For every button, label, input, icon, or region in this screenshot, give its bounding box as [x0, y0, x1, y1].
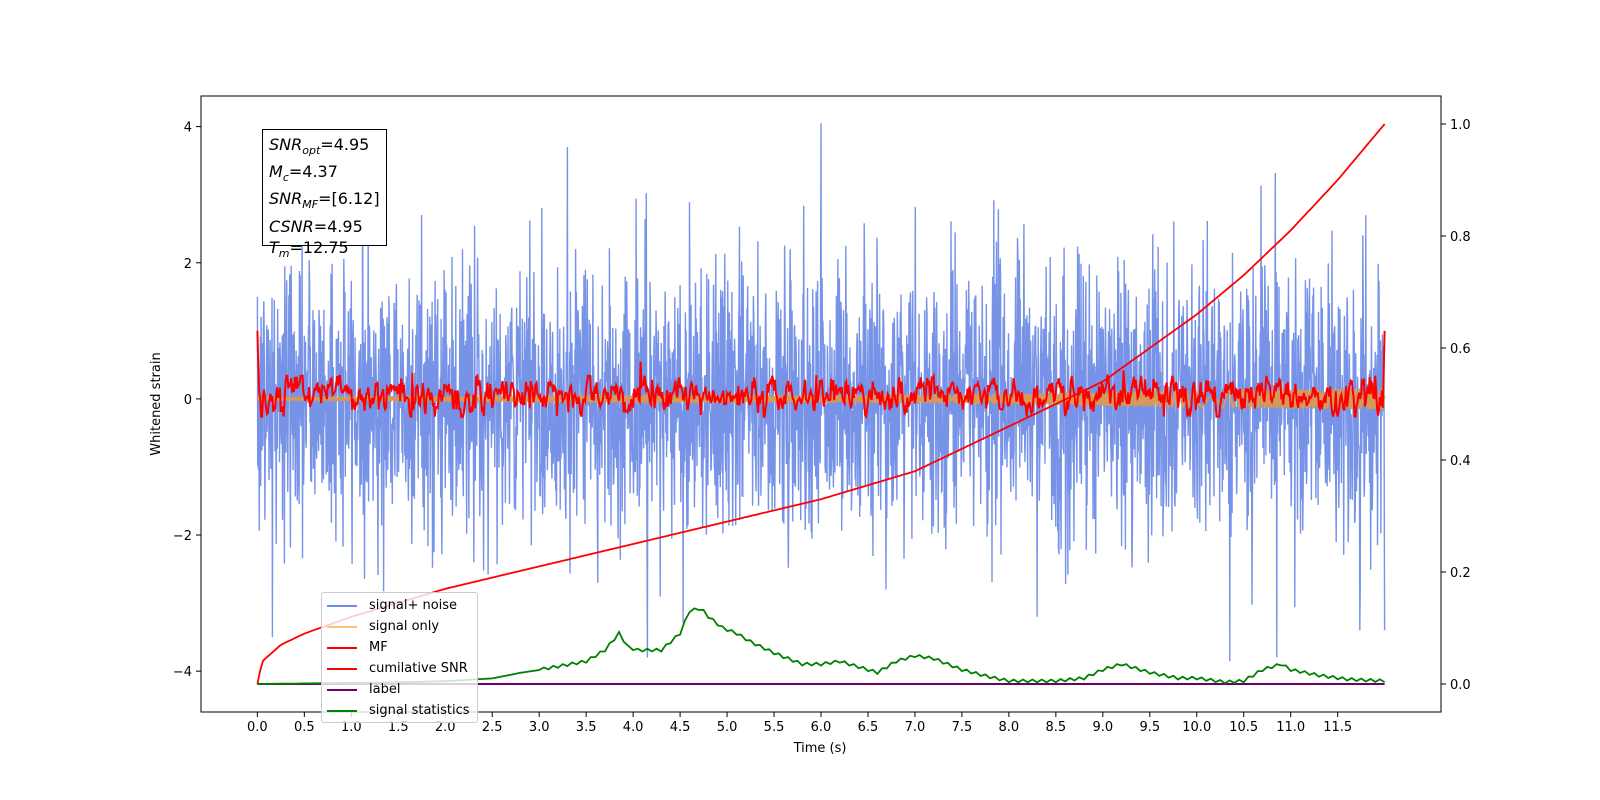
x-tick-label: 9.5	[1139, 720, 1160, 735]
legend-label: signal only	[369, 619, 440, 634]
y-right-tick-label: 0.8	[1450, 230, 1471, 245]
y-right-tick-label: 0.0	[1450, 678, 1471, 693]
x-tick-label: 7.0	[905, 720, 926, 735]
x-tick-label: 3.5	[576, 720, 597, 735]
legend-item: signal+ noise	[327, 595, 477, 616]
x-tick-label: 8.5	[1046, 720, 1067, 735]
x-tick-label: 9.0	[1092, 720, 1113, 735]
series-cumulative-snr	[256, 123, 1386, 685]
y-right-tick-label: 0.2	[1450, 566, 1471, 581]
legend: signal+ noise signal only MF cumilative …	[321, 592, 478, 723]
x-axis-label: Time (s)	[793, 741, 847, 756]
x-tick-label: 2.5	[482, 720, 503, 735]
y-axis-left: 4 2 0 −2 −4	[173, 121, 201, 680]
legend-swatch-mf	[327, 646, 357, 649]
x-tick-label: 4.5	[670, 720, 691, 735]
y-axis-label: Whitened strain	[149, 352, 164, 455]
x-tick-label: 10.0	[1182, 720, 1211, 735]
legend-item: MF	[327, 637, 477, 658]
x-axis: 0.0 0.5 1.0 1.5 2.0 2.5 3.0 3.5 4.0 4.5 5.0 5.5 6.0 6…	[247, 712, 1352, 735]
y-axis-right: 1.0 0.8 0.6 0.4 0.2 0.0	[1441, 118, 1471, 693]
annotation-box: SNRopt=4.95 Mc=4.37 SNRMF=[6.12] CSNR=4.…	[262, 129, 387, 260]
legend-swatch-label	[327, 688, 357, 691]
series-layer	[256, 123, 1386, 685]
legend-label: signal+ noise	[369, 598, 458, 613]
legend-swatch-signal-only	[327, 625, 357, 628]
annotation-line-mc: Mc=4.37	[269, 162, 338, 185]
x-tick-label: 11.5	[1323, 720, 1352, 735]
x-tick-label: 5.5	[764, 720, 785, 735]
y-left-tick-label: 2	[184, 257, 192, 272]
legend-item: label	[327, 679, 477, 700]
legend-label: label	[369, 682, 401, 697]
legend-label: cumilative SNR	[369, 661, 468, 676]
legend-swatch-signal-statistics	[327, 709, 357, 712]
y-right-tick-label: 0.6	[1450, 342, 1471, 357]
legend-item: signal statistics	[327, 700, 477, 721]
series-signal-noise	[256, 123, 1386, 662]
x-tick-label: 5.0	[717, 720, 738, 735]
y-left-tick-label: −2	[173, 529, 192, 544]
annotation-line-csnr: CSNR=4.95	[269, 216, 363, 236]
x-tick-label: 1.0	[341, 720, 362, 735]
x-tick-label: 11.0	[1276, 720, 1305, 735]
x-tick-label: 0.5	[294, 720, 315, 735]
legend-swatch-cumulative-snr	[327, 667, 357, 670]
y-left-tick-label: 0	[184, 393, 192, 408]
x-tick-label: 6.5	[858, 720, 879, 735]
y-left-tick-label: −4	[173, 665, 192, 680]
annotation-line-tm: Tm=12.75	[269, 237, 349, 260]
legend-item: signal only	[327, 616, 477, 637]
y-left-tick-label: 4	[184, 121, 192, 136]
x-tick-label: 6.0	[811, 720, 832, 735]
annotation-line-snr-opt: SNRopt=4.95	[269, 135, 370, 158]
x-tick-label: 10.5	[1229, 720, 1258, 735]
y-right-tick-label: 1.0	[1450, 118, 1471, 133]
x-tick-label: 0.0	[247, 720, 268, 735]
x-tick-label: 7.5	[952, 720, 973, 735]
x-tick-label: 1.5	[388, 720, 409, 735]
series-mf	[256, 330, 1386, 419]
x-tick-label: 3.0	[529, 720, 550, 735]
legend-label: MF	[369, 640, 388, 655]
annotation-line-snr-mf: SNRMF=[6.12]	[269, 189, 380, 212]
x-tick-label: 4.0	[623, 720, 644, 735]
x-tick-label: 2.0	[435, 720, 456, 735]
legend-label: signal statistics	[369, 703, 470, 718]
x-tick-label: 8.0	[999, 720, 1020, 735]
y-right-tick-label: 0.4	[1450, 454, 1471, 469]
legend-swatch-signal-noise	[327, 604, 357, 607]
legend-item: cumilative SNR	[327, 658, 477, 679]
series-signal-only	[256, 386, 1386, 412]
